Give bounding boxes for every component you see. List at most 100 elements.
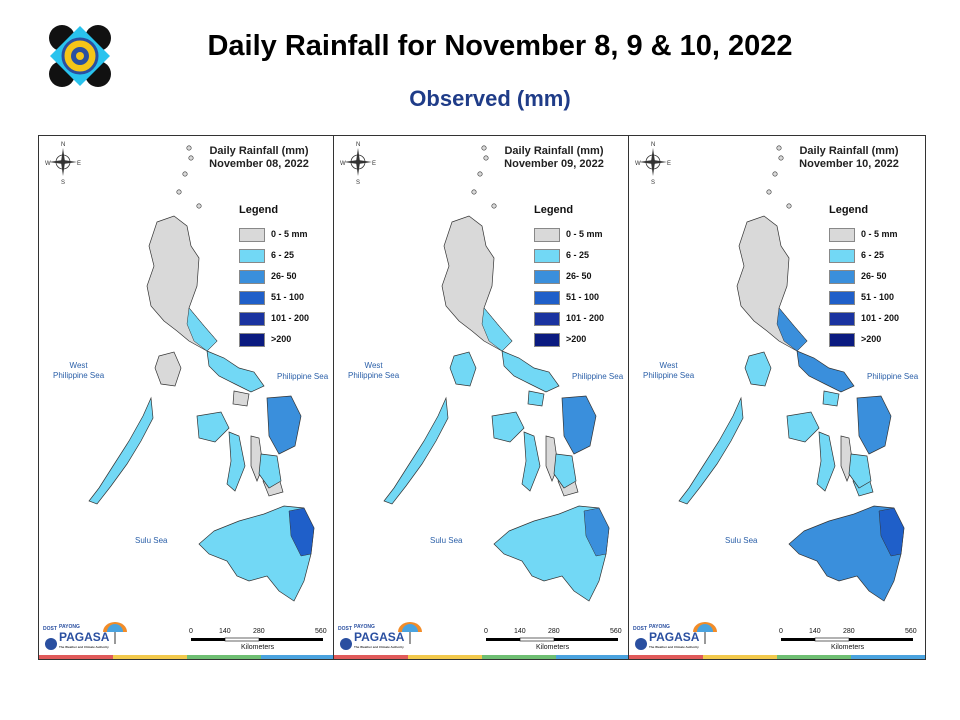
legend-swatch bbox=[829, 333, 855, 347]
scale-tick-label: 560 bbox=[905, 628, 917, 635]
sulu-sea-label: Sulu Sea bbox=[135, 536, 168, 545]
umbrella-icon bbox=[635, 622, 717, 650]
islet-shape bbox=[188, 155, 194, 161]
compass-letter-s: S bbox=[356, 180, 360, 186]
philippines-map: N S E W bbox=[45, 142, 315, 602]
legend-label: 26- 50 bbox=[271, 271, 297, 281]
rain-accent-east-mindanao bbox=[288, 507, 315, 557]
islet-shape bbox=[182, 171, 188, 177]
rain-accent-east-mindanao bbox=[583, 507, 610, 557]
islet-shape bbox=[471, 189, 477, 195]
dost-label: DOST bbox=[338, 626, 352, 632]
rainfall-map-panel: N S E W Daily Rainfall (mm) November 08, 2022… bbox=[38, 135, 336, 660]
philippines-map: N S E W bbox=[340, 142, 610, 602]
islet-shape bbox=[786, 203, 792, 209]
legend-item: 0 - 5 mm bbox=[829, 228, 925, 244]
dost-label: DOST bbox=[43, 626, 57, 632]
island-masbate bbox=[527, 390, 545, 407]
panel-title-line1: Daily Rainfall (mm) bbox=[209, 145, 309, 157]
scale-bar-graphic bbox=[486, 637, 618, 642]
islet-shape bbox=[186, 145, 192, 151]
legend-label: >200 bbox=[271, 334, 292, 344]
legend-item: 101 - 200 bbox=[829, 312, 925, 328]
color-strip-segment bbox=[703, 655, 777, 659]
legend-item: 6 - 25 bbox=[239, 249, 335, 265]
island-bicol bbox=[206, 350, 265, 393]
color-strip-segment bbox=[39, 655, 113, 659]
panel-title-line1: Daily Rainfall (mm) bbox=[504, 145, 604, 157]
island-masbate bbox=[822, 390, 840, 407]
rain-patch-southern-luzon bbox=[186, 307, 218, 352]
legend-item: 51 - 100 bbox=[829, 291, 925, 307]
west-philippine-sea-label: West Philippine Sea bbox=[643, 361, 695, 380]
islet-shape bbox=[778, 155, 784, 161]
dost-label: DOST bbox=[633, 626, 647, 632]
rainfall-map-panel: N S E W Daily Rainfall (mm) November 10, 2022… bbox=[628, 135, 926, 660]
page-title: Daily Rainfall for November 8, 9 & 10, 2… bbox=[207, 30, 793, 62]
island-mindanao bbox=[493, 505, 610, 602]
island-palawan bbox=[88, 396, 154, 505]
legend-swatch bbox=[534, 228, 560, 242]
legend-item: 6 - 25 bbox=[829, 249, 925, 265]
philippine-sea-label: Philippine Sea bbox=[277, 372, 329, 381]
west-philippine-sea-label: West Philippine Sea bbox=[53, 361, 105, 380]
island-leyte bbox=[848, 453, 872, 489]
islet-shape bbox=[481, 145, 487, 151]
pagasa-tagline: The Weather and Climate Authority bbox=[59, 645, 109, 649]
scale-tick-label: 280 bbox=[843, 628, 855, 635]
panel-date: November 08, 2022 bbox=[209, 158, 309, 170]
color-strip-segment bbox=[629, 655, 703, 659]
scale-bar: 0 140 280 560 Kilometers bbox=[189, 628, 329, 658]
legend-item: >200 bbox=[829, 333, 925, 349]
scale-bar-graphic bbox=[191, 637, 323, 642]
legend-swatch bbox=[829, 270, 855, 284]
legend-item: 101 - 200 bbox=[239, 312, 335, 328]
compass-letter-w: W bbox=[340, 161, 346, 167]
pagasa-label: PAGASA bbox=[649, 630, 700, 644]
legend-label: 26- 50 bbox=[566, 271, 592, 281]
legend-item: 26- 50 bbox=[534, 270, 630, 286]
islet-shape bbox=[776, 145, 782, 151]
legend-label: >200 bbox=[566, 334, 587, 344]
islet-shape bbox=[196, 203, 202, 209]
island-mindoro bbox=[744, 351, 772, 387]
legend-swatch bbox=[534, 333, 560, 347]
legend-item: 51 - 100 bbox=[534, 291, 630, 307]
color-strip bbox=[39, 655, 335, 659]
scale-tick-label: 0 bbox=[779, 628, 783, 635]
scale-tick-label: 0 bbox=[484, 628, 488, 635]
legend-swatch bbox=[239, 270, 265, 284]
legend-item: 0 - 5 mm bbox=[534, 228, 630, 244]
legend-swatch bbox=[239, 249, 265, 263]
legend-label: 51 - 100 bbox=[271, 292, 305, 302]
legend-item: 26- 50 bbox=[829, 270, 925, 286]
compass-rose-icon bbox=[49, 148, 77, 176]
scale-tick-label: 280 bbox=[253, 628, 265, 635]
legend-swatch bbox=[534, 249, 560, 263]
legend-item: 101 - 200 bbox=[534, 312, 630, 328]
legend-swatch bbox=[829, 228, 855, 242]
color-strip-segment bbox=[187, 655, 261, 659]
payong-label: PAYONG bbox=[59, 624, 80, 630]
panel-title: Daily Rainfall (mm) November 08, 2022 bbox=[189, 145, 329, 171]
color-strip-segment bbox=[851, 655, 925, 659]
island-mindanao bbox=[198, 505, 315, 602]
legend-swatch bbox=[829, 291, 855, 305]
compass-letter-n: N bbox=[61, 142, 65, 148]
pagasa-logo: DOST PAYONG PAGASA The Weather and Climate … bbox=[631, 614, 721, 654]
pagasa-tagline: The Weather and Climate Authority bbox=[649, 645, 699, 649]
west-philippine-sea-label: West Philippine Sea bbox=[348, 361, 400, 380]
legend-swatch bbox=[239, 333, 265, 347]
legend-label: 6 - 25 bbox=[271, 250, 295, 260]
legend-label: 101 - 200 bbox=[861, 313, 900, 323]
legend-label: 26- 50 bbox=[861, 271, 887, 281]
compass-rose-icon bbox=[639, 148, 667, 176]
legend-title: Legend bbox=[534, 204, 574, 216]
panel-title: Daily Rainfall (mm) November 09, 2022 bbox=[484, 145, 624, 171]
legend-swatch bbox=[239, 291, 265, 305]
scale-tick-label: 140 bbox=[809, 628, 821, 635]
philippine-sea-label: Philippine Sea bbox=[572, 372, 624, 381]
island-leyte bbox=[553, 453, 577, 489]
legend-item: >200 bbox=[534, 333, 630, 349]
legend-title: Legend bbox=[239, 204, 279, 216]
